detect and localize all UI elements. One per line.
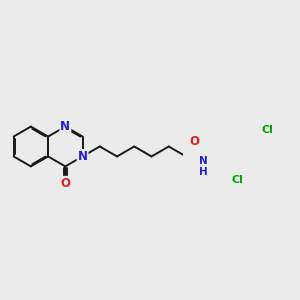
Text: N: N — [78, 150, 88, 163]
Text: N
H: N H — [199, 156, 208, 177]
Text: N: N — [60, 120, 70, 133]
Text: O: O — [189, 135, 200, 148]
Text: Cl: Cl — [232, 175, 244, 185]
Text: O: O — [60, 177, 70, 190]
Text: Cl: Cl — [261, 124, 273, 135]
